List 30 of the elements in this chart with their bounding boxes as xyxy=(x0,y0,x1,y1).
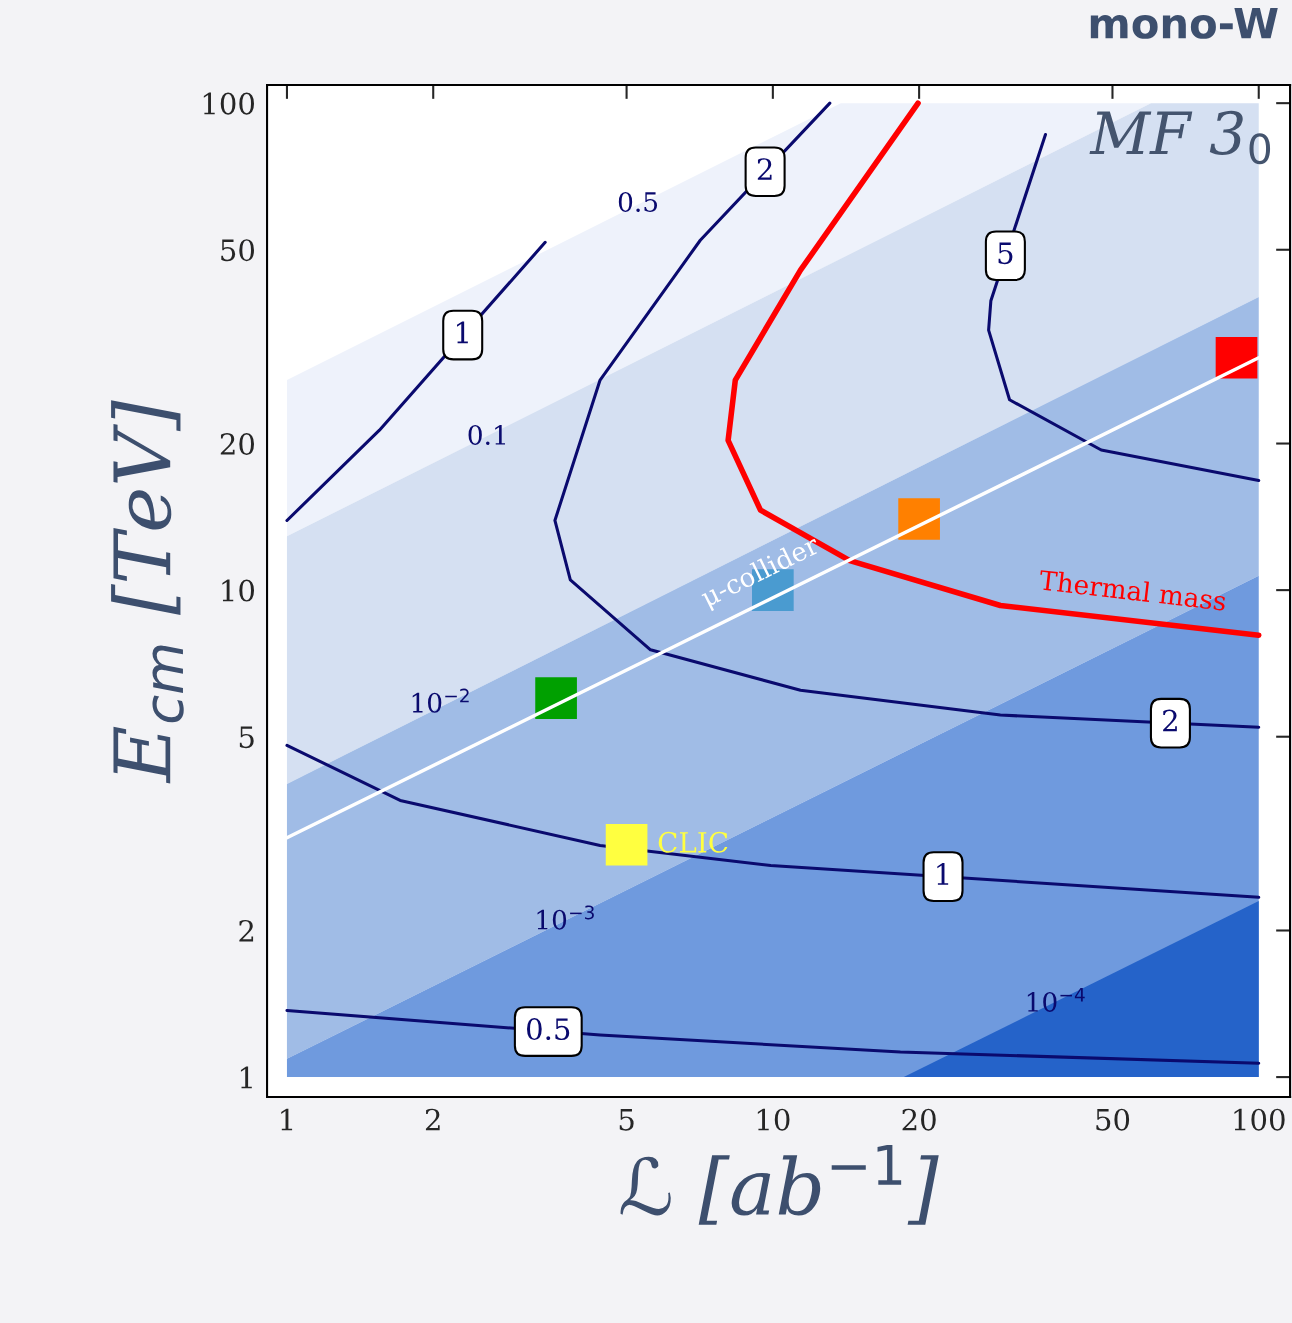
annotation: 5 xyxy=(998,242,1013,265)
annotation: 0.1 xyxy=(468,424,506,445)
x-tick-label: 5 xyxy=(619,1109,634,1131)
y-axis-title: E$_{cm}$ [TeV] xyxy=(111,400,184,784)
chart-title: mono-W xyxy=(1090,7,1278,39)
annotation: 10$^{−2}$ xyxy=(412,688,469,713)
x-tick-label: 50 xyxy=(1096,1108,1130,1131)
text: Thermal mass xyxy=(1038,569,1227,611)
annotation: 2 xyxy=(1163,709,1177,732)
annotation: 0.5 xyxy=(527,1017,570,1041)
annotation: 1 xyxy=(457,321,468,344)
annotation: 2 xyxy=(757,158,772,180)
annotation: MF 3$_{0}$ xyxy=(1089,110,1271,165)
x-tick-label: 10 xyxy=(757,1108,790,1131)
y-tick-label: 20 xyxy=(220,432,255,456)
x-tick-label: 1 xyxy=(281,1108,293,1131)
y-tick-label: 50 xyxy=(221,239,255,262)
y-tick-label: 1 xyxy=(240,1066,252,1089)
y-tick-label: 100 xyxy=(203,92,255,115)
annotation: 1 xyxy=(937,863,949,885)
y-tick-label: 5 xyxy=(239,726,254,749)
x-axis-title: ℒ [ab$^{−1}$] xyxy=(620,1144,939,1225)
annotation: 0.5 xyxy=(618,191,658,212)
x-tick-label: 2 xyxy=(425,1108,440,1131)
x-tick-label: 20 xyxy=(902,1108,936,1131)
y-tick-label: 2 xyxy=(239,919,254,942)
series-label: CLIC xyxy=(658,831,728,853)
x-tick-label: 100 xyxy=(1234,1108,1285,1131)
annotation: 10$^{−3}$ xyxy=(537,905,594,930)
y-tick-label: 10 xyxy=(222,579,255,602)
